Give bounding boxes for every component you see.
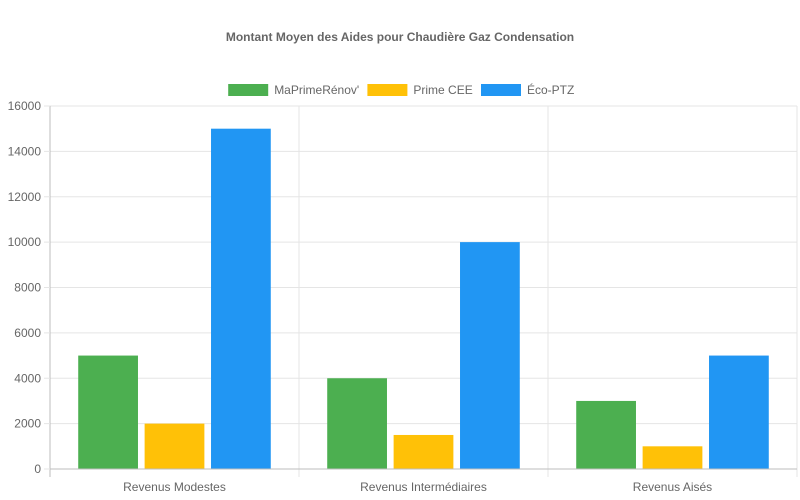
bar[interactable] — [576, 400, 636, 469]
y-tick-label: 8000 — [14, 281, 41, 295]
legend-label: Prime CEE — [413, 83, 472, 97]
x-tick-label: Revenus Intermédiaires — [360, 480, 487, 494]
legend-label: Éco-PTZ — [527, 82, 574, 97]
y-tick-label: 2000 — [14, 417, 41, 431]
bar[interactable] — [327, 378, 387, 469]
legend-item[interactable]: Éco-PTZ — [481, 82, 574, 97]
bars — [78, 128, 769, 469]
y-tick-label: 6000 — [14, 326, 41, 340]
x-axis: Revenus Modestes Revenus Intermédiaires Re… — [50, 468, 797, 494]
legend-label: MaPrimeRénov' — [274, 83, 359, 97]
y-tick-label: 14000 — [8, 144, 42, 158]
legend: MaPrimeRénov' Prime CEE Éco-PTZ — [228, 82, 574, 97]
y-tick-label: 12000 — [8, 190, 42, 204]
y-tick-label: 4000 — [14, 371, 41, 385]
legend-swatch — [367, 84, 408, 96]
y-tick-label: 16000 — [8, 99, 42, 113]
y-tick-label: 0 — [34, 462, 41, 476]
legend-item[interactable]: Prime CEE — [367, 83, 473, 97]
bar[interactable] — [709, 355, 769, 469]
bar[interactable] — [460, 242, 520, 469]
legend-item[interactable]: MaPrimeRénov' — [228, 83, 359, 97]
chart-title: Montant Moyen des Aides pour Chaudière G… — [226, 30, 574, 44]
bar[interactable] — [393, 434, 454, 469]
legend-swatch — [481, 84, 521, 96]
legend-swatch — [228, 84, 269, 96]
x-tick-label: Revenus Modestes — [123, 480, 226, 494]
grid-lines — [49, 105, 798, 477]
bar[interactable] — [78, 355, 138, 469]
x-tick-label: Revenus Aisés — [633, 480, 712, 494]
y-axis: 0 2000 4000 6000 8000 10000 12000 14000 16000 — [8, 99, 50, 476]
bar[interactable] — [144, 423, 205, 469]
bar[interactable] — [211, 128, 271, 469]
bar[interactable] — [642, 446, 703, 469]
y-tick-label: 10000 — [8, 235, 42, 249]
